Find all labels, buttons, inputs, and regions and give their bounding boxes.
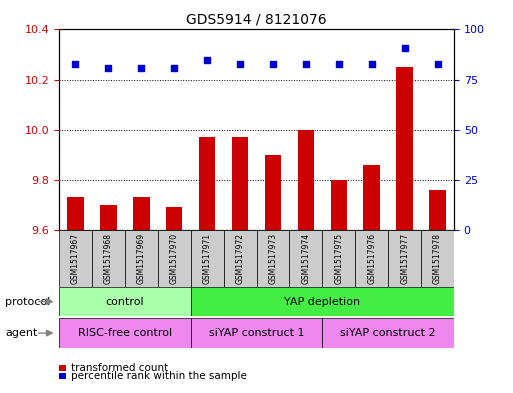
- Bar: [429, 190, 446, 230]
- Text: GSM1517970: GSM1517970: [170, 233, 179, 284]
- Text: GSM1517975: GSM1517975: [334, 233, 343, 284]
- Bar: [265, 155, 281, 230]
- FancyBboxPatch shape: [125, 230, 158, 287]
- Bar: [364, 165, 380, 230]
- FancyBboxPatch shape: [59, 230, 92, 287]
- FancyBboxPatch shape: [256, 230, 289, 287]
- Text: GSM1517977: GSM1517977: [400, 233, 409, 284]
- Point: [302, 61, 310, 67]
- Text: protocol: protocol: [5, 297, 50, 307]
- FancyBboxPatch shape: [289, 230, 322, 287]
- Bar: [397, 67, 413, 230]
- FancyBboxPatch shape: [158, 230, 191, 287]
- FancyBboxPatch shape: [191, 318, 322, 348]
- Text: GSM1517974: GSM1517974: [301, 233, 310, 284]
- Text: agent: agent: [5, 328, 37, 338]
- FancyBboxPatch shape: [59, 318, 191, 348]
- Title: GDS5914 / 8121076: GDS5914 / 8121076: [186, 13, 327, 27]
- Point: [368, 61, 376, 67]
- FancyBboxPatch shape: [322, 230, 355, 287]
- Point: [269, 61, 277, 67]
- Text: siYAP construct 1: siYAP construct 1: [209, 328, 304, 338]
- Bar: [166, 208, 183, 230]
- Point: [203, 56, 211, 62]
- FancyBboxPatch shape: [92, 230, 125, 287]
- Bar: [199, 137, 215, 230]
- Text: RISC-free control: RISC-free control: [78, 328, 172, 338]
- Point: [433, 61, 442, 67]
- Text: GSM1517978: GSM1517978: [433, 233, 442, 284]
- Point: [401, 44, 409, 51]
- Point: [104, 64, 112, 71]
- Bar: [59, 373, 66, 379]
- Point: [71, 61, 80, 67]
- FancyBboxPatch shape: [191, 230, 224, 287]
- Bar: [100, 205, 116, 230]
- Text: control: control: [106, 297, 144, 307]
- Text: GSM1517968: GSM1517968: [104, 233, 113, 284]
- Text: GSM1517976: GSM1517976: [367, 233, 376, 284]
- Bar: [133, 197, 149, 230]
- Point: [137, 64, 145, 71]
- Bar: [330, 180, 347, 230]
- Point: [334, 61, 343, 67]
- Point: [170, 64, 179, 71]
- FancyBboxPatch shape: [421, 230, 454, 287]
- Text: GSM1517973: GSM1517973: [268, 233, 278, 284]
- Text: siYAP construct 2: siYAP construct 2: [340, 328, 436, 338]
- FancyBboxPatch shape: [322, 318, 454, 348]
- Text: percentile rank within the sample: percentile rank within the sample: [71, 371, 247, 381]
- Text: YAP depletion: YAP depletion: [284, 297, 361, 307]
- Bar: [59, 365, 66, 371]
- Text: GSM1517972: GSM1517972: [235, 233, 245, 284]
- Bar: [298, 130, 314, 230]
- Text: GSM1517969: GSM1517969: [137, 233, 146, 284]
- FancyBboxPatch shape: [59, 287, 191, 316]
- Bar: [232, 137, 248, 230]
- FancyBboxPatch shape: [191, 287, 454, 316]
- Point: [236, 61, 244, 67]
- Text: transformed count: transformed count: [71, 363, 168, 373]
- FancyBboxPatch shape: [355, 230, 388, 287]
- Text: GSM1517967: GSM1517967: [71, 233, 80, 284]
- FancyBboxPatch shape: [388, 230, 421, 287]
- FancyBboxPatch shape: [224, 230, 256, 287]
- Text: GSM1517971: GSM1517971: [203, 233, 212, 284]
- Bar: [67, 197, 84, 230]
